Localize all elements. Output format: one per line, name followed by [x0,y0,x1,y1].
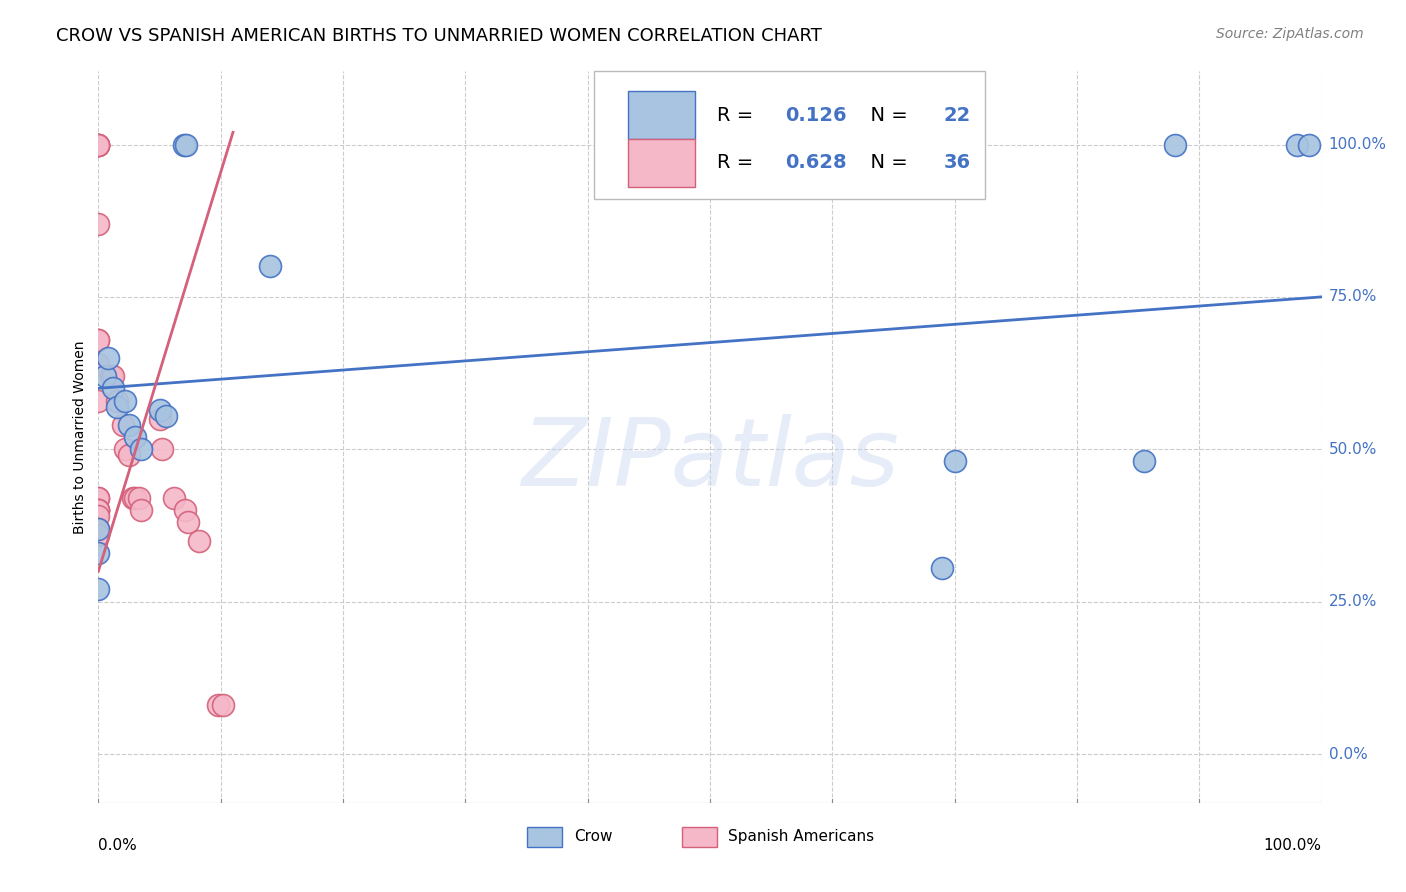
Point [87,393,110,408]
Point [176,137,198,152]
Point [101,381,124,395]
FancyBboxPatch shape [628,92,696,139]
Point [174,503,197,517]
Point [87,357,110,371]
Point [87,137,110,152]
Point [87,582,110,597]
Text: Source: ZipAtlas.com: Source: ZipAtlas.com [1216,27,1364,41]
Point [1164,137,1187,152]
Text: 22: 22 [943,106,972,125]
Point [124,430,146,444]
Point [87,509,110,524]
Point [114,393,136,408]
Point [943,454,966,468]
Point [111,417,134,432]
Y-axis label: Births to Unmarried Women: Births to Unmarried Women [73,341,87,533]
Point [87,503,110,517]
Text: 0.0%: 0.0% [1329,747,1368,762]
Text: 50.0%: 50.0% [1329,442,1376,457]
Text: 100.0%: 100.0% [1264,838,1322,854]
Text: N =: N = [858,106,914,125]
Point [121,491,143,505]
Point [100,369,122,384]
Point [87,546,110,560]
Text: 0.0%: 0.0% [98,838,138,854]
Point [87,137,110,152]
Point [118,449,141,463]
Point [87,491,110,505]
Point [187,533,209,548]
Point [128,491,150,505]
Point [87,503,110,517]
Text: Spanish Americans: Spanish Americans [728,830,875,844]
Text: 0.126: 0.126 [785,106,846,125]
Point [87,527,110,541]
Point [1298,137,1320,152]
Point [129,503,152,517]
Point [101,369,124,384]
Point [1286,137,1309,152]
Point [105,393,128,408]
Point [163,491,186,505]
Point [87,333,110,347]
Text: 25.0%: 25.0% [1329,594,1376,609]
Point [87,137,110,152]
Point [87,521,110,535]
Text: N =: N = [858,153,914,172]
FancyBboxPatch shape [593,71,986,200]
Point [93,369,115,384]
Text: R =: R = [717,106,759,125]
Point [177,516,200,530]
Point [87,503,110,517]
Point [149,402,172,417]
Point [149,412,172,426]
Point [87,137,110,152]
Point [114,442,136,457]
Point [87,333,110,347]
Point [212,698,235,713]
Text: 0.628: 0.628 [785,153,846,172]
Point [150,442,173,457]
Point [97,351,120,365]
Point [155,409,177,423]
FancyBboxPatch shape [628,139,696,186]
Point [87,217,110,231]
Point [87,491,110,505]
Text: 75.0%: 75.0% [1329,289,1376,304]
Point [259,260,281,274]
Text: 100.0%: 100.0% [1329,137,1386,152]
Text: R =: R = [717,153,759,172]
Text: Crow: Crow [574,830,612,844]
Point [124,491,146,505]
Text: ZIPatlas: ZIPatlas [522,414,898,505]
Point [129,442,152,457]
Point [118,417,141,432]
Point [105,400,128,414]
Point [207,698,229,713]
Point [87,137,110,152]
Point [173,137,195,152]
Point [1133,454,1156,468]
Text: CROW VS SPANISH AMERICAN BIRTHS TO UNMARRIED WOMEN CORRELATION CHART: CROW VS SPANISH AMERICAN BIRTHS TO UNMAR… [56,27,823,45]
Point [931,561,953,575]
Point [87,521,110,535]
Text: 36: 36 [943,153,970,172]
